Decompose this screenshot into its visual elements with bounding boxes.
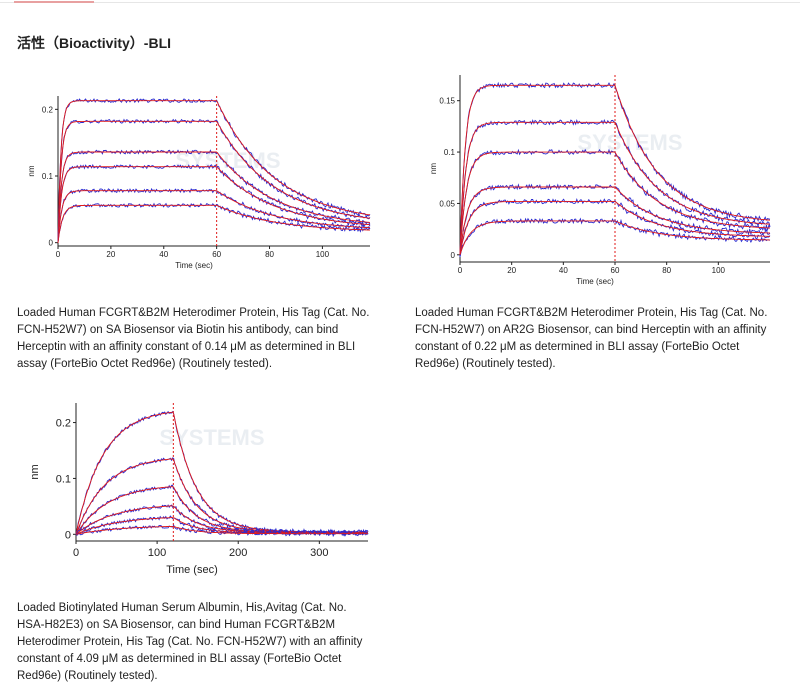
y-axis-label: nm — [27, 165, 36, 176]
bli-chart-3-svg: SYSTEMS 0 100 200 300 0 0.1 0.2 Time (sec) nm — [29, 403, 369, 576]
series-fit-line — [459, 220, 770, 255]
x-tick-label: 0 — [458, 266, 463, 275]
x-tick-label: 100 — [148, 547, 166, 559]
y-tick-label: 0.1 — [56, 473, 71, 485]
x-tick-label: 20 — [507, 266, 516, 275]
x-tick-label: 20 — [106, 250, 115, 259]
x-axis-label: Time (sec) — [175, 261, 213, 270]
x-tick-label: 60 — [212, 250, 221, 259]
x-tick-label: 40 — [559, 266, 568, 275]
x-axis-label: Time (sec) — [576, 277, 614, 286]
x-tick-label: 0 — [73, 547, 79, 559]
series-fit-line — [57, 166, 371, 243]
y-tick-label: 0.1 — [42, 172, 54, 181]
series-fit-line — [75, 517, 368, 535]
x-tick-label: 100 — [316, 250, 330, 259]
series-fit-line — [459, 186, 771, 255]
y-tick-label: 0.15 — [439, 97, 455, 106]
bli-chart-3: SYSTEMS 0 100 200 300 0 0.1 0.2 Time (sec) nm — [22, 395, 382, 590]
y-axis-label: nm — [429, 163, 438, 174]
bli-chart-1: SYSTEMS 0 20 40 60 80 100 0 0.1 0.2 Time (sec) nm — [27, 88, 378, 278]
series-fit-line — [459, 200, 771, 255]
series-fit-line — [459, 84, 771, 255]
series-data-line — [459, 198, 771, 257]
top-accent — [14, 1, 94, 3]
series-fit-line — [57, 190, 370, 243]
x-tick-label: 40 — [159, 250, 168, 259]
y-tick-label: 0 — [49, 239, 54, 248]
x-tick-label: 80 — [265, 250, 274, 259]
y-tick-label: 0.05 — [439, 199, 455, 208]
watermark-text: SYSTEMS — [159, 425, 264, 450]
series-fit-line — [57, 100, 371, 243]
bli-caption-1: Loaded Human FCGRT&B2M Heterodimer Prote… — [17, 307, 370, 370]
series-fit-line — [57, 204, 370, 243]
series-fit-line — [459, 151, 770, 255]
top-divider — [0, 2, 800, 3]
x-tick-label: 80 — [662, 266, 671, 275]
series-fit-line — [459, 121, 771, 255]
bli-caption-2: Loaded Human FCGRT&B2M Heterodimer Prote… — [415, 307, 768, 370]
series-fit-line — [75, 525, 368, 535]
bli-caption-3: Loaded Biotinylated Human Serum Albumin,… — [17, 602, 363, 682]
x-tick-label: 60 — [611, 266, 620, 275]
y-tick-label: 0.2 — [42, 105, 54, 114]
x-tick-label: 200 — [229, 547, 247, 559]
section-title: 活性（Bioactivity）-BLI — [17, 35, 172, 51]
y-axis-label: nm — [29, 464, 41, 479]
series-fit-line — [57, 151, 371, 243]
y-tick-label: 0 — [65, 529, 71, 541]
x-tick-label: 0 — [56, 250, 61, 259]
y-tick-label: 0.1 — [444, 148, 456, 157]
x-tick-label: 100 — [712, 266, 726, 275]
x-tick-label: 300 — [310, 547, 328, 559]
x-axis-label: Time (sec) — [166, 564, 218, 576]
y-tick-label: 0 — [451, 251, 456, 260]
bli-chart-2: SYSTEMS 0 20 40 60 80 100 0 0.05 0.1 0.15 Time (sec… — [420, 60, 775, 290]
series-fit-line — [57, 120, 371, 243]
y-tick-label: 0.2 — [56, 418, 71, 430]
